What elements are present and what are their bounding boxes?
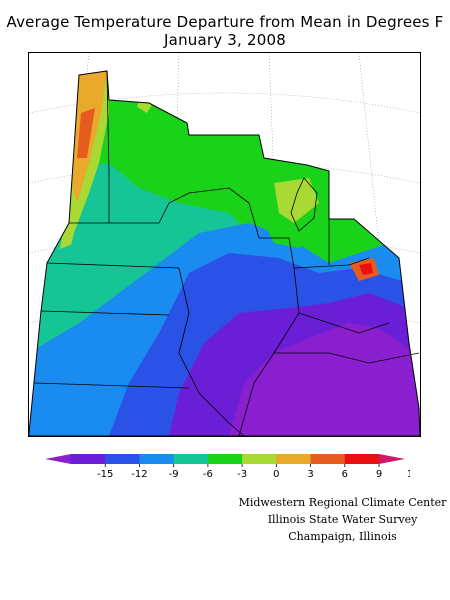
colorbar-block: [173, 454, 209, 464]
map-date: January 3, 2008: [164, 31, 286, 49]
colorbar: -15 -12 -9 -6 -3 0 3 6 9 12: [45, 454, 410, 480]
colorbar-blocks: [45, 454, 405, 464]
colorbar-block: [207, 454, 243, 464]
colorbar-block: [310, 454, 346, 464]
colorbar-block: [242, 454, 277, 464]
colorbar-tick-label: -12: [131, 469, 147, 480]
colorbar-tick-label: -6: [203, 469, 213, 480]
credit-location: Champaign, Illinois: [288, 530, 397, 543]
colorbar-block: [105, 454, 140, 464]
map-frame: [28, 52, 421, 437]
colorbar-tick-label: 6: [342, 469, 348, 480]
state-boundaries: [29, 70, 420, 436]
colorbar-tick-label: 12: [407, 469, 410, 480]
colorbar-tick-label: -3: [237, 469, 247, 480]
colorbar-arrow-high: [379, 454, 405, 464]
colorbar-block: [344, 454, 380, 464]
colorbar-tick-label: -9: [169, 469, 179, 480]
temperature-departure-map: [29, 53, 420, 436]
temperature-fill: [29, 71, 420, 436]
credit-organization: Midwestern Regional Climate Center: [238, 496, 447, 509]
credit-survey: Illinois State Water Survey: [267, 513, 418, 526]
colorbar-block: [139, 454, 175, 464]
colorbar-tick-label: 0: [273, 469, 279, 480]
colorbar-tick-label: -15: [97, 469, 113, 480]
colorbar-labels: -15 -12 -9 -6 -3 0 3 6 9 12: [97, 464, 410, 480]
colorbar-block: [276, 454, 312, 464]
colorbar-tick-label: 9: [376, 469, 382, 480]
colorbar-arrow-low: [45, 454, 71, 464]
map-title: Average Temperature Departure from Mean …: [6, 13, 444, 31]
colorbar-block: [71, 454, 106, 464]
colorbar-tick-label: 3: [307, 469, 313, 480]
